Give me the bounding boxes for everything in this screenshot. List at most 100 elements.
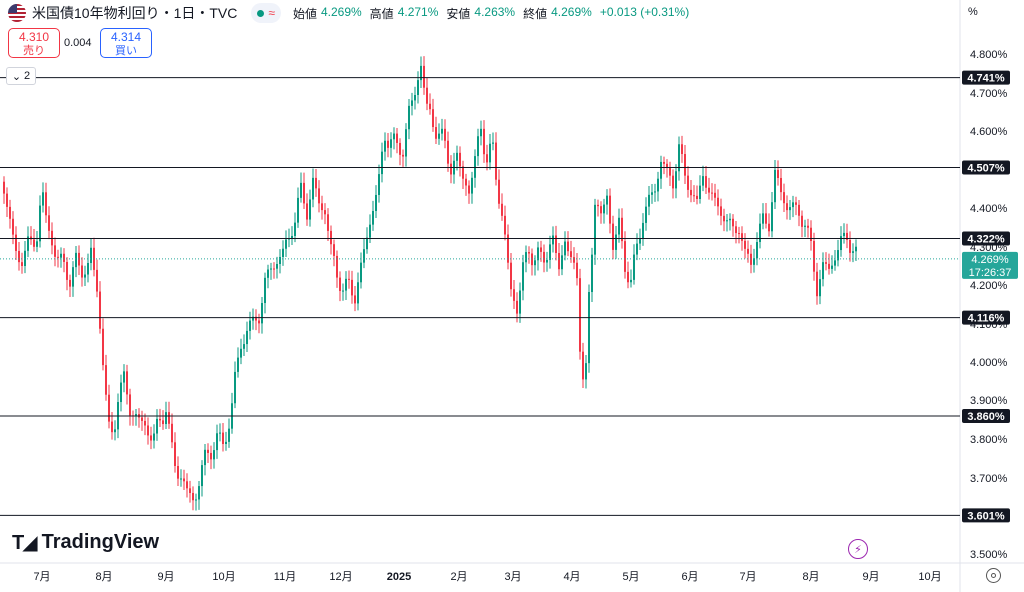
candle: [498, 169, 500, 209]
candle: [606, 189, 608, 215]
candle: [591, 247, 593, 302]
candle: [798, 200, 800, 227]
candle: [351, 270, 353, 304]
candle: [456, 145, 458, 171]
tradingview-logo[interactable]: T◢ TradingView: [12, 530, 159, 555]
candle: [168, 401, 170, 429]
candle: [30, 226, 32, 245]
candle: [693, 185, 695, 203]
candle: [282, 240, 284, 266]
y-tick-label: 3.700%: [970, 473, 1008, 485]
candle: [39, 195, 41, 248]
lightning-icon[interactable]: ⚡: [848, 539, 868, 559]
horizontal-line-label: 3.860%: [967, 411, 1005, 423]
candle: [519, 282, 521, 323]
candle: [468, 180, 470, 204]
candle: [825, 252, 827, 271]
candle: [666, 159, 668, 178]
ohlc-high-label: 高値: [369, 6, 394, 21]
candle: [579, 268, 581, 360]
candle: [150, 426, 152, 450]
ohlc-open-label: 始値: [292, 6, 317, 21]
candle: [711, 183, 713, 201]
candle: [345, 271, 347, 301]
y-tick-label: 3.800%: [970, 434, 1008, 446]
candle: [744, 233, 746, 259]
candle: [432, 98, 434, 132]
symbol-title[interactable]: 米国債10年物利回り・1日・TVC: [32, 5, 238, 21]
horizontal-line-tag: [962, 70, 1010, 85]
x-tick-label: 2025: [387, 571, 411, 583]
candle: [153, 424, 155, 449]
candle: [306, 193, 308, 226]
candle: [435, 116, 437, 145]
candle: [660, 155, 662, 189]
candle: [762, 203, 764, 230]
candle: [114, 420, 116, 441]
candle: [747, 240, 749, 263]
candle: [36, 231, 38, 253]
candle: [348, 270, 350, 289]
horizontal-line-label: 4.507%: [967, 163, 1005, 175]
candle: [207, 443, 209, 463]
candle: [63, 248, 65, 273]
candle: [99, 281, 101, 334]
candle: [414, 86, 416, 110]
candle: [303, 172, 305, 209]
x-tick-label: 2月: [450, 571, 467, 583]
candle: [228, 418, 230, 448]
candle: [537, 241, 539, 271]
candle: [96, 259, 98, 298]
candle: [81, 257, 83, 287]
candle: [489, 134, 491, 170]
brand-name: TradingView: [41, 531, 160, 553]
candle: [471, 171, 473, 204]
candle: [261, 296, 263, 334]
candle: [576, 253, 578, 286]
candle: [444, 119, 446, 149]
candle: [597, 199, 599, 217]
candle: [270, 262, 272, 280]
candle: [720, 198, 722, 226]
ohlc-open-value: 4.269%: [320, 4, 362, 19]
candle: [417, 71, 419, 104]
candle: [636, 233, 638, 261]
candle: [618, 208, 620, 243]
candle: [42, 182, 44, 213]
candle: [735, 220, 737, 244]
candle: [288, 228, 290, 248]
candle: [246, 321, 248, 353]
candle: [198, 481, 200, 510]
candle: [162, 410, 164, 430]
candle: [450, 155, 452, 184]
market-status[interactable]: ≈: [251, 3, 281, 23]
candle: [120, 374, 122, 412]
candle: [567, 231, 569, 257]
candle: [216, 424, 218, 459]
candle: [759, 213, 761, 249]
settings-gear-icon[interactable]: [986, 568, 1001, 583]
candle: [9, 199, 11, 229]
candle: [21, 252, 23, 274]
candle: [396, 128, 398, 154]
candle: [603, 198, 605, 224]
candle: [540, 240, 542, 262]
candle: [321, 195, 323, 220]
y-tick-label: 4.200%: [970, 280, 1008, 292]
candle: [141, 410, 143, 431]
sell-button[interactable]: 4.310 売り: [8, 28, 60, 58]
candle: [6, 187, 8, 218]
y-tick-label: 4.400%: [970, 203, 1008, 215]
candle: [213, 442, 215, 469]
buy-button[interactable]: 4.314 買い: [100, 28, 152, 58]
horizontal-line-tag: [962, 310, 1010, 325]
percent-scale-toggle[interactable]: %: [968, 6, 978, 18]
candle: [783, 183, 785, 213]
candle: [702, 165, 704, 192]
indicator-collapse-button[interactable]: ⌄ 2: [6, 67, 36, 85]
candle: [528, 246, 530, 264]
candle: [705, 165, 707, 194]
candle: [123, 364, 125, 393]
candle: [513, 280, 515, 309]
